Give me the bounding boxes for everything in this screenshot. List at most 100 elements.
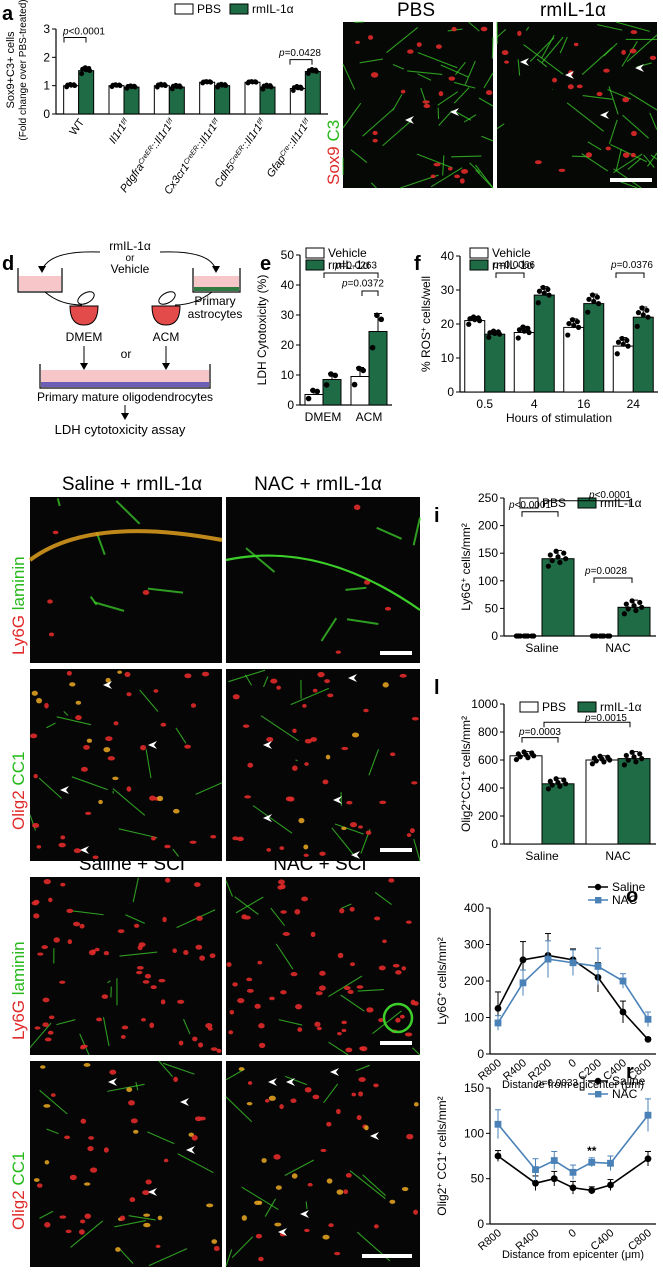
cell-mark [49, 1015, 55, 1019]
cell-mark [49, 632, 54, 636]
data-point [571, 323, 576, 328]
cell-mark [32, 823, 39, 828]
significance-bracket [594, 578, 632, 583]
y-tick-label: 1 [43, 79, 50, 93]
cell-mark [328, 1223, 333, 1227]
data-point [553, 549, 558, 554]
cell-mark [84, 1213, 91, 1218]
cell-mark [327, 1178, 333, 1183]
cell-mark [239, 1067, 245, 1071]
data-point [495, 1005, 502, 1012]
cell-mark [631, 153, 636, 158]
cell-mark [342, 1029, 347, 1032]
cell-mark [138, 945, 143, 950]
cell-mark [58, 843, 65, 848]
y-tick-label: 200 [478, 519, 498, 533]
cell-mark [74, 848, 81, 853]
schematic-vehicle: Vehicle [111, 262, 150, 276]
cell-mark [195, 945, 202, 950]
data-point [620, 978, 627, 985]
data-point [551, 1157, 558, 1164]
cell-mark [70, 1175, 77, 1180]
cell-mark [36, 698, 42, 704]
cell-mark [374, 917, 380, 921]
cell-mark [451, 27, 456, 32]
panel-letter-e: e [260, 253, 271, 275]
data-point [594, 633, 599, 638]
cell-mark [433, 163, 440, 167]
cell-mark [316, 991, 323, 995]
arrow-dish-left-icon [45, 292, 82, 305]
cell-mark [133, 1130, 138, 1134]
arrowhead-acm-icon [162, 363, 170, 370]
cell-mark [341, 747, 348, 750]
cell-mark [259, 1043, 265, 1048]
data-point [546, 293, 551, 298]
data-point [269, 85, 274, 90]
legend-swatch [306, 248, 324, 258]
cell-mark [79, 1229, 85, 1234]
cell-mark [350, 822, 357, 827]
cell-mark [280, 884, 286, 889]
cell-mark [66, 1230, 72, 1234]
cell-mark [454, 174, 460, 178]
data-point [492, 331, 497, 336]
cell-mark [460, 178, 465, 183]
bar [64, 86, 79, 114]
scale-bar-q [362, 1254, 412, 1258]
cell-mark [37, 1183, 43, 1187]
cell-mark [351, 1093, 356, 1097]
cell-mark [266, 848, 271, 852]
cell-mark [143, 1223, 150, 1227]
data-point [626, 606, 631, 611]
cell-mark [358, 825, 363, 828]
significance-label: p<0.0001 [62, 27, 105, 38]
legend-label: PBS [197, 2, 221, 16]
cell-mark [145, 1180, 151, 1185]
legend-swatch [470, 248, 488, 258]
data-point [540, 285, 545, 290]
bar [485, 334, 505, 392]
cell-mark [304, 762, 309, 766]
cell-mark [179, 1041, 184, 1046]
data-point [629, 750, 634, 755]
schematic-assay: LDH cytotoxicity assay [55, 422, 186, 437]
data-point [645, 315, 650, 320]
cell-mark [338, 953, 344, 959]
cell-mark [258, 1257, 264, 1262]
cell-mark [401, 966, 406, 970]
cell-mark [143, 590, 150, 595]
cell-mark [91, 949, 96, 953]
cell-mark [60, 835, 65, 839]
x-tick-label: NAC [605, 641, 631, 655]
cell-mark [226, 962, 231, 967]
data-point [495, 1020, 502, 1027]
y-tick-label: 0 [447, 385, 454, 399]
cell-mark [84, 1063, 91, 1067]
schematic-acm: ACM [153, 330, 180, 344]
bar [586, 760, 618, 844]
panel-letter-a: a [2, 3, 14, 25]
cell-mark [87, 1146, 93, 1151]
y-tick-label: 400 [478, 781, 498, 795]
cell-mark [586, 152, 592, 157]
micrograph-j [30, 669, 222, 861]
cell-mark [344, 986, 351, 990]
bar [109, 86, 124, 114]
y-tick-label: 30 [281, 308, 295, 322]
data-point [631, 754, 636, 759]
cell-mark [261, 1158, 266, 1163]
micrograph-c [497, 22, 657, 188]
cell-mark [422, 100, 429, 103]
data-point [520, 979, 527, 986]
cell-mark [431, 175, 436, 179]
bar [305, 72, 320, 115]
oligodendrocyte-layer-icon [41, 382, 209, 387]
x-tick-label: Saline [525, 849, 559, 863]
y-tick-label: 600 [478, 753, 498, 767]
cell-mark [32, 901, 39, 905]
data-point [537, 289, 542, 294]
